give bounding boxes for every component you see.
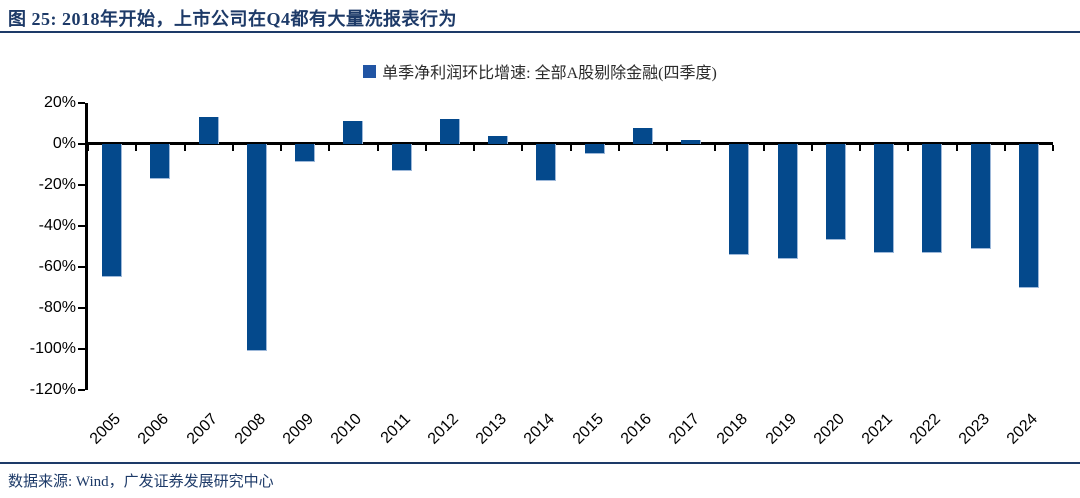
x-tick-label-2017: 2017: [665, 410, 704, 448]
x-tick: [328, 145, 331, 151]
x-tick-label-2019: 2019: [762, 410, 800, 448]
y-tick-label: -20%: [38, 176, 76, 193]
bar-2005: [102, 144, 123, 278]
bar-2017: [681, 139, 702, 144]
x-tick: [569, 145, 572, 151]
x-axis-line: [85, 142, 1053, 145]
x-tick: [955, 145, 958, 151]
y-tick: [78, 389, 85, 391]
x-tick: [231, 145, 234, 151]
y-tick: [78, 348, 85, 350]
bar-2009: [295, 144, 316, 163]
x-tick-label-2009: 2009: [279, 410, 318, 448]
x-tick: [666, 145, 668, 151]
y-tick-label: -60%: [38, 258, 76, 275]
x-tick-label-2008: 2008: [231, 410, 269, 448]
x-tick: [907, 145, 910, 151]
legend-marker-icon: [363, 64, 377, 78]
x-tick: [183, 145, 186, 151]
x-tick: [762, 145, 765, 151]
x-tick-label-2005: 2005: [86, 410, 125, 448]
y-tick-label: 20%: [43, 94, 76, 111]
chart-legend: 单季净利润环比增速: 全部A股剔除金融(四季度): [0, 59, 1080, 83]
bar-2019: [777, 144, 798, 259]
legend-label: 单季净利润环比增速: 全部A股剔除金融(四季度): [382, 65, 717, 82]
x-tick-label-2012: 2012: [424, 410, 462, 448]
bar-2015: [584, 144, 605, 155]
bar-2021: [874, 144, 895, 253]
bar-2018: [729, 144, 750, 255]
bar-2012: [439, 119, 460, 144]
footer-divider: [0, 462, 1080, 464]
bar-2022: [922, 144, 943, 253]
bar-2011: [391, 144, 412, 171]
x-tick-label-2013: 2013: [472, 410, 511, 448]
y-tick-label: -80%: [38, 299, 76, 316]
bar-2013: [488, 135, 509, 144]
y-tick: [78, 225, 85, 227]
x-tick-label-2015: 2015: [569, 410, 607, 448]
x-tick: [280, 145, 282, 151]
x-tick: [521, 145, 524, 151]
figure-title: 图 25: 2018年开始，上市公司在Q4都有大量洗报表行为: [8, 9, 457, 29]
y-tick-label: -100%: [29, 340, 76, 357]
x-tick: [714, 145, 717, 151]
y-tick-label: -120%: [29, 381, 76, 398]
x-tick: [135, 145, 138, 151]
title-divider: [0, 31, 1080, 33]
x-tick-label-2023: 2023: [955, 410, 993, 448]
x-tick-label-2011: 2011: [377, 410, 414, 447]
x-tick-label-2016: 2016: [617, 410, 655, 448]
y-tick-label: 0%: [52, 135, 76, 152]
bar-2014: [536, 144, 557, 181]
y-tick: [78, 307, 85, 309]
x-tick-label-2020: 2020: [810, 410, 848, 448]
x-tick: [376, 145, 379, 151]
x-tick-label-2024: 2024: [1003, 410, 1041, 448]
x-tick-label-2007: 2007: [183, 410, 221, 448]
x-tick: [859, 145, 861, 151]
bar-2008: [246, 144, 267, 352]
bar-2024: [1018, 144, 1039, 288]
bar-2020: [825, 144, 846, 241]
x-tick: [1003, 145, 1006, 151]
y-tick: [78, 102, 85, 104]
bar-2010: [343, 121, 364, 144]
x-tick-label-2021: 2021: [858, 410, 897, 448]
x-tick: [473, 145, 475, 151]
x-tick-label-2006: 2006: [135, 410, 173, 448]
y-axis-line: [85, 103, 88, 390]
y-tick: [78, 184, 85, 186]
bar-2006: [150, 144, 171, 179]
source-note: 数据来源: Wind，广发证券发展研究中心: [8, 474, 274, 490]
y-tick-label: -40%: [38, 217, 76, 234]
y-tick: [78, 143, 85, 145]
x-tick: [1052, 145, 1054, 151]
y-tick: [78, 266, 85, 268]
x-tick: [87, 145, 89, 151]
bar-2023: [970, 144, 991, 249]
bar-2007: [198, 117, 219, 144]
x-tick-label-2018: 2018: [714, 410, 752, 448]
x-tick: [424, 145, 427, 151]
x-tick: [617, 145, 620, 151]
x-tick: [810, 145, 813, 151]
x-tick-label-2010: 2010: [328, 410, 366, 448]
bar-2016: [632, 127, 653, 144]
x-tick-label-2014: 2014: [521, 410, 559, 448]
x-tick-label-2022: 2022: [907, 410, 945, 448]
